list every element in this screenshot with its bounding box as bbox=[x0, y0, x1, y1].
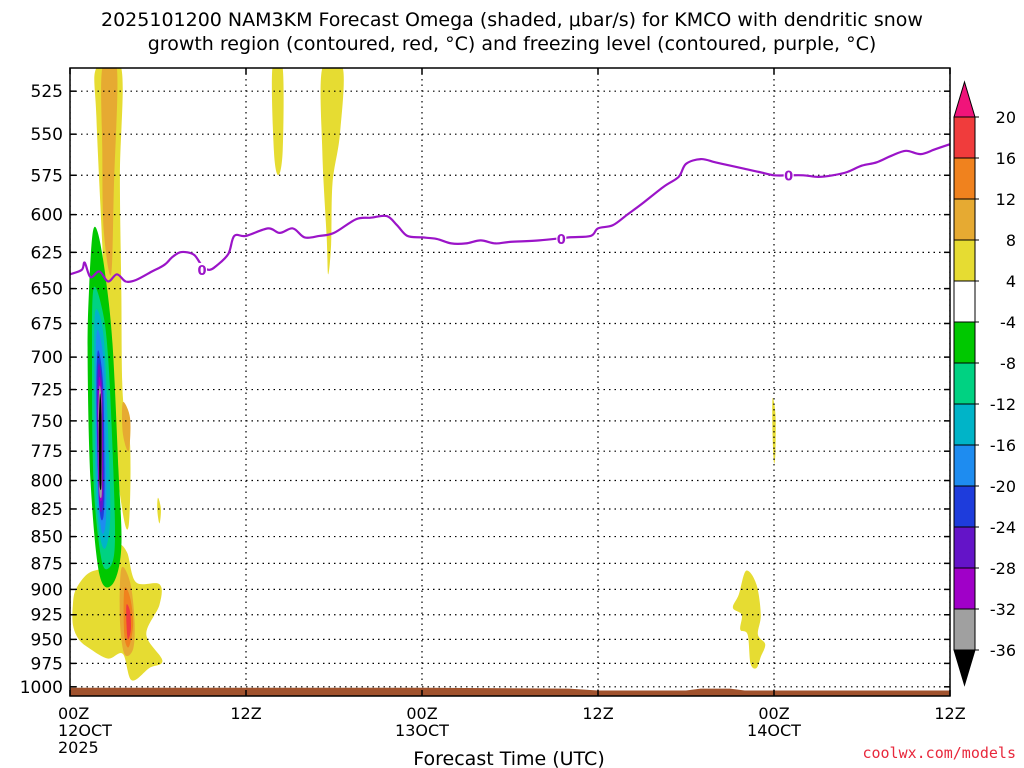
colorbar-bin bbox=[953, 198, 976, 241]
x-tick-label: 12Z bbox=[582, 704, 613, 723]
omega-region bbox=[320, 68, 344, 275]
chart-subtitle: growth region (contoured, red, °C) and f… bbox=[147, 33, 877, 55]
y-tick-label: 1000 bbox=[20, 678, 63, 698]
x-tick-label: 12Z bbox=[934, 704, 965, 723]
colorbar-bin bbox=[953, 116, 976, 159]
omega-region bbox=[157, 497, 161, 524]
freezing-level-label: 0 bbox=[197, 264, 206, 279]
omega-region bbox=[772, 397, 776, 464]
colorbar-label: -8 bbox=[1000, 354, 1016, 373]
y-tick-label: 525 bbox=[31, 82, 63, 102]
y-tick-label: 550 bbox=[31, 125, 63, 145]
y-tick-label: 850 bbox=[31, 528, 63, 548]
y-tick-label: 600 bbox=[31, 206, 63, 226]
colorbar-bin bbox=[953, 362, 976, 405]
x-tick-label: 14OCT bbox=[747, 721, 801, 740]
freezing-label-bg bbox=[197, 262, 207, 277]
colorbar-label: -20 bbox=[990, 477, 1016, 496]
colorbar-label: 16 bbox=[996, 149, 1016, 168]
y-tick-label: 925 bbox=[31, 606, 63, 626]
colorbar-bin bbox=[953, 280, 976, 323]
y-axis: 525 550 575 600 625 650 675 700 725 750 775 800 825 8… bbox=[20, 82, 950, 698]
colorbar-bin bbox=[953, 321, 976, 364]
colorbar-bin bbox=[953, 403, 976, 446]
terrain-fill bbox=[70, 687, 950, 696]
colorbar-label: 4 bbox=[1006, 272, 1016, 291]
colorbar-bin bbox=[953, 239, 976, 282]
grid-lines bbox=[70, 68, 950, 696]
colorbar-bin bbox=[953, 567, 976, 610]
omega-shading bbox=[72, 68, 776, 681]
x-tick-label: 00Z bbox=[406, 704, 437, 723]
plot-background bbox=[70, 68, 950, 696]
colorbar-bin bbox=[953, 649, 976, 687]
colorbar-bin bbox=[953, 608, 976, 651]
y-tick-label: 725 bbox=[31, 381, 63, 401]
colorbar-bin bbox=[953, 80, 976, 118]
terrain-layer bbox=[70, 687, 950, 696]
chart-title: 2025101200 NAM3KM Forecast Omega (shaded… bbox=[101, 9, 923, 31]
x-tick-label: 12Z bbox=[230, 704, 261, 723]
y-tick-label: 650 bbox=[31, 280, 63, 300]
omega-region bbox=[101, 68, 118, 276]
x-axis-label: Forecast Time (UTC) bbox=[413, 748, 604, 768]
x-tick-label: 2025 bbox=[58, 738, 99, 757]
colorbar-bin bbox=[953, 157, 976, 200]
credit-text: coolwx.com/models bbox=[862, 744, 1016, 762]
colorbar-label: -4 bbox=[1000, 313, 1016, 332]
y-tick-label: 700 bbox=[31, 348, 63, 368]
plot-frame bbox=[69, 67, 951, 697]
omega-region bbox=[98, 393, 102, 491]
y-tick-label: 625 bbox=[31, 243, 63, 263]
x-tick-label: 13OCT bbox=[395, 721, 449, 740]
omega-region bbox=[732, 570, 766, 669]
omega-region bbox=[121, 401, 131, 452]
colorbar-bin bbox=[953, 444, 976, 487]
freezing-level-layer: 0 0 0 bbox=[70, 143, 950, 283]
colorbar-label: 20 bbox=[996, 108, 1016, 127]
y-tick-label: 950 bbox=[31, 630, 63, 650]
colorbar-label: -32 bbox=[990, 600, 1016, 619]
colorbar-label: 8 bbox=[1006, 231, 1016, 250]
omega-region bbox=[271, 68, 284, 176]
colorbar-label: 12 bbox=[996, 190, 1016, 209]
x-tick-label: 00Z bbox=[58, 704, 89, 723]
y-tick-label: 900 bbox=[31, 580, 63, 600]
y-tick-label: 800 bbox=[31, 472, 63, 492]
y-tick-label: 575 bbox=[31, 166, 63, 186]
x-tick-label: 00Z bbox=[758, 704, 789, 723]
freezing-level-label: 0 bbox=[784, 169, 793, 184]
colorbar: 20 16 12 8 4 -4 -8 -12 -16 -20 -24 -28 -32 -36 bbox=[953, 80, 1016, 687]
y-tick-label: 975 bbox=[31, 654, 63, 674]
y-tick-label: 750 bbox=[31, 412, 63, 432]
omega-region bbox=[126, 604, 132, 640]
colorbar-bin bbox=[953, 485, 976, 528]
freezing-level-label: 0 bbox=[557, 233, 566, 248]
omega-region bbox=[72, 544, 163, 681]
x-tick-label: 12OCT bbox=[58, 721, 112, 740]
colorbar-label: -28 bbox=[990, 559, 1016, 578]
freezing-label-bg bbox=[783, 168, 794, 183]
y-tick-label: 675 bbox=[31, 314, 63, 334]
colorbar-label: -12 bbox=[990, 395, 1016, 414]
y-tick-label: 825 bbox=[31, 500, 63, 520]
colorbar-label: -24 bbox=[990, 518, 1016, 537]
y-tick-label: 775 bbox=[31, 442, 63, 462]
colorbar-label: -36 bbox=[990, 641, 1016, 660]
colorbar-label: -16 bbox=[990, 436, 1016, 455]
colorbar-bin bbox=[953, 526, 976, 569]
freezing-label-bg bbox=[556, 231, 567, 246]
y-tick-label: 875 bbox=[31, 554, 63, 574]
